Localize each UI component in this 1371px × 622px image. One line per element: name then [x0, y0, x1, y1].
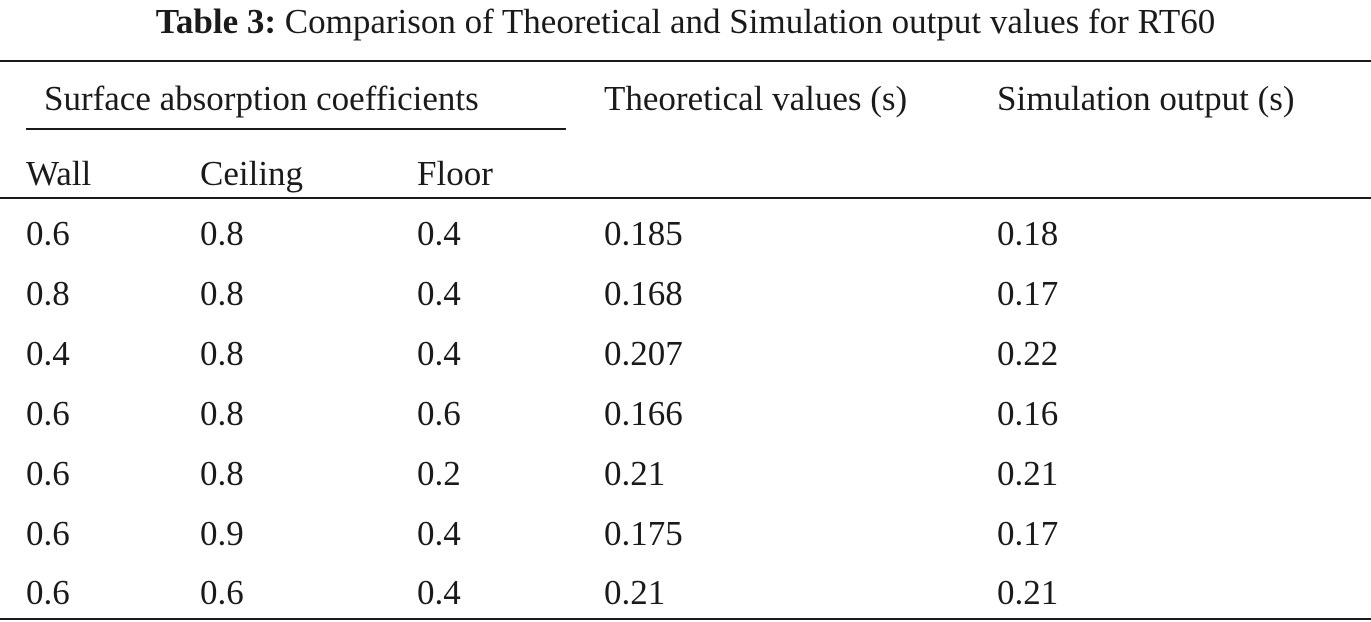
- cell-theoretical: 0.207: [604, 334, 683, 373]
- subheader-floor: Floor: [417, 154, 493, 193]
- cell-ceiling: 0.8: [200, 394, 244, 433]
- cell-wall: 0.6: [26, 214, 70, 253]
- cell-floor: 0.2: [417, 454, 461, 493]
- cell-floor: 0.4: [417, 214, 461, 253]
- table-caption-text: Comparison of Theoretical and Simulation…: [276, 2, 1216, 41]
- cell-theoretical: 0.175: [604, 514, 683, 553]
- cell-simulation: 0.16: [997, 394, 1059, 433]
- subheader-ceiling: Ceiling: [200, 154, 304, 193]
- cell-wall: 0.6: [26, 573, 70, 612]
- cell-simulation: 0.21: [997, 454, 1059, 493]
- cell-wall: 0.6: [26, 514, 70, 553]
- cell-simulation: 0.22: [997, 334, 1059, 373]
- cell-floor: 0.6: [417, 394, 461, 433]
- cell-ceiling: 0.8: [200, 214, 244, 253]
- top-rule: [0, 60, 1371, 62]
- table-caption: Table 3: Comparison of Theoretical and S…: [0, 2, 1371, 42]
- cell-ceiling: 0.9: [200, 514, 244, 553]
- cell-ceiling: 0.6: [200, 573, 244, 612]
- header-bottom-rule: [0, 197, 1371, 199]
- cell-theoretical: 0.21: [604, 454, 666, 493]
- cell-floor: 0.4: [417, 514, 461, 553]
- cell-ceiling: 0.8: [200, 274, 244, 313]
- group-header-rule: [26, 128, 566, 130]
- cell-ceiling: 0.8: [200, 454, 244, 493]
- cell-floor: 0.4: [417, 573, 461, 612]
- cell-floor: 0.4: [417, 334, 461, 373]
- header-simulation-output: Simulation output (s): [997, 79, 1295, 118]
- cell-wall: 0.8: [26, 274, 70, 313]
- cell-theoretical: 0.168: [604, 274, 683, 313]
- header-theoretical-values: Theoretical values (s): [604, 79, 908, 118]
- cell-ceiling: 0.8: [200, 334, 244, 373]
- header-surface-absorption: Surface absorption coefficients: [44, 79, 479, 118]
- cell-simulation: 0.18: [997, 214, 1059, 253]
- cell-simulation: 0.17: [997, 274, 1059, 313]
- cell-wall: 0.6: [26, 394, 70, 433]
- cell-wall: 0.4: [26, 334, 70, 373]
- cell-theoretical: 0.166: [604, 394, 683, 433]
- cell-simulation: 0.17: [997, 514, 1059, 553]
- bottom-rule: [0, 618, 1371, 620]
- subheader-wall: Wall: [26, 154, 92, 193]
- cell-simulation: 0.21: [997, 573, 1059, 612]
- cell-theoretical: 0.185: [604, 214, 683, 253]
- cell-floor: 0.4: [417, 274, 461, 313]
- cell-wall: 0.6: [26, 454, 70, 493]
- table-caption-label: Table 3:: [155, 2, 277, 41]
- cell-theoretical: 0.21: [604, 573, 666, 612]
